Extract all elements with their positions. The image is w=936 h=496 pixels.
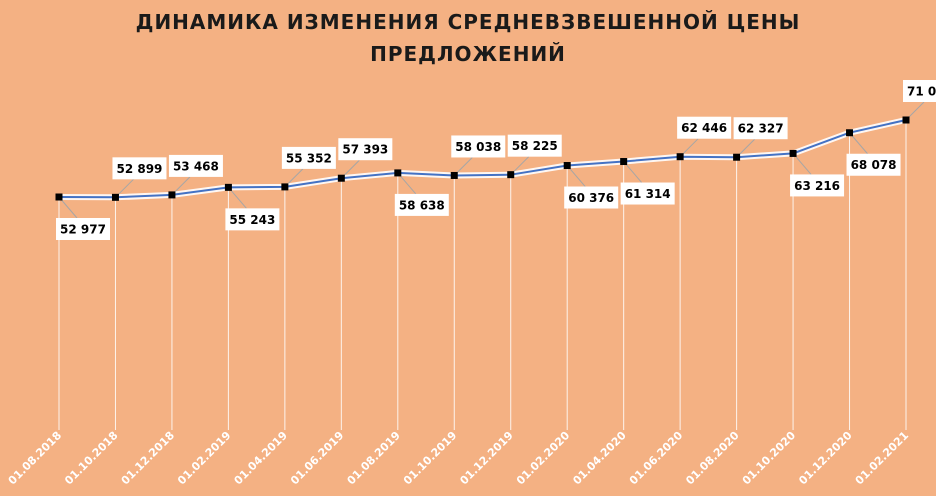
data-label-box-10 [620, 182, 675, 205]
x-tick-label-15: 01.02.2021 [853, 429, 911, 487]
data-label-13: 63 216 [794, 179, 840, 193]
data-label-8: 58 225 [512, 139, 558, 153]
x-tick-label-9: 01.02.2020 [514, 429, 573, 488]
x-tick-label-11: 01.06.2020 [627, 429, 686, 488]
data-label-3: 55 243 [229, 213, 275, 227]
data-label-box-3 [225, 208, 280, 231]
data-label-box-2 [168, 154, 223, 177]
x-tick-label-3: 01.02.2019 [175, 429, 233, 487]
data-point-5 [337, 174, 345, 182]
data-point-3 [224, 183, 232, 191]
chart-title-line-2: ПРЕДЛОЖЕНИЙ [370, 42, 566, 66]
series-line [58, 119, 907, 199]
chart-title: ДИНАМИКА ИЗМЕНЕНИЯ СРЕДНЕВЗВЕШЕННОЙ ЦЕНЫ… [0, 6, 936, 70]
x-tick-label-4: 01.04.2019 [232, 429, 290, 487]
data-label-box-6 [394, 193, 449, 216]
data-label-4: 55 352 [286, 151, 332, 165]
data-label-box-7 [451, 135, 506, 158]
data-point-6 [394, 169, 402, 177]
data-label-2: 53 468 [173, 159, 219, 173]
data-point-11 [676, 153, 684, 161]
data-label-box-5 [338, 138, 393, 161]
data-label-15: 71 073 [907, 85, 936, 99]
x-tick-label-1: 01.10.2018 [62, 429, 120, 487]
data-label-box-9 [564, 186, 619, 209]
data-label-11: 62 446 [681, 121, 727, 135]
x-tick-label-6: 01.08.2019 [345, 429, 403, 487]
data-label-7: 58 038 [455, 140, 501, 154]
data-label-box-13 [790, 174, 845, 197]
data-label-box-0 [56, 218, 110, 240]
data-point-2 [168, 191, 176, 199]
data-label-box-15 [903, 80, 936, 102]
data-label-box-12 [733, 117, 788, 140]
x-tick-label-0: 01.08.2018 [6, 429, 64, 487]
x-tick-label-14: 01.12.2020 [796, 429, 855, 488]
chart-title-line-1: ДИНАМИКА ИЗМЕНЕНИЯ СРЕДНЕВЗВЕШЕННОЙ ЦЕНЫ [135, 10, 801, 34]
x-tick-label-2: 01.12.2018 [119, 429, 177, 487]
data-label-box-1 [112, 157, 167, 180]
data-label-12: 62 327 [738, 122, 784, 136]
data-label-box-4 [281, 146, 336, 169]
x-tick-label-8: 01.12.2019 [457, 429, 515, 487]
data-label-9: 60 376 [568, 191, 614, 205]
data-label-0: 52 977 [60, 223, 106, 237]
x-tick-label-10: 01.04.2020 [570, 429, 629, 488]
data-point-14 [846, 129, 854, 137]
data-point-1 [111, 193, 119, 201]
data-label-box-14 [846, 153, 901, 176]
x-tick-label-13: 01.10.2020 [740, 429, 799, 488]
data-point-4 [281, 183, 289, 191]
data-label-10: 61 314 [625, 187, 671, 201]
data-label-box-8 [507, 134, 562, 157]
data-point-10 [620, 158, 628, 166]
data-point-0 [55, 193, 63, 201]
data-label-box-11 [677, 116, 732, 139]
x-tick-label-5: 01.06.2019 [288, 429, 346, 487]
data-label-5: 57 393 [342, 143, 388, 157]
data-point-15 [902, 116, 910, 124]
data-point-8 [507, 171, 515, 179]
data-label-1: 52 899 [116, 162, 162, 176]
x-tick-label-12: 01.08.2020 [683, 429, 742, 488]
data-label-14: 68 078 [851, 158, 897, 172]
data-point-12 [733, 153, 741, 161]
data-point-9 [563, 162, 571, 170]
data-point-7 [450, 171, 458, 179]
x-tick-label-7: 01.10.2019 [401, 429, 459, 487]
data-point-13 [789, 149, 797, 157]
data-label-6: 58 638 [399, 198, 445, 212]
